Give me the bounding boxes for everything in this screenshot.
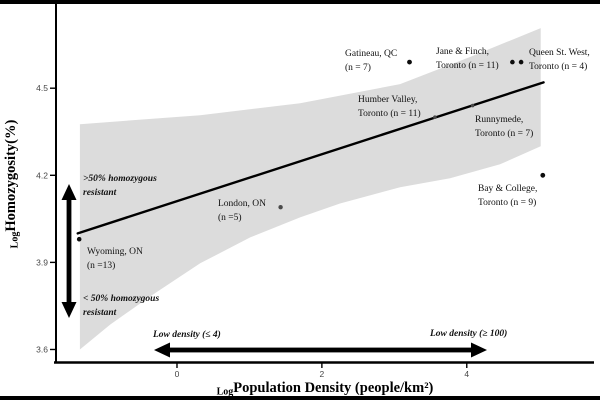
annotation-below-50-resistant: resistant xyxy=(83,308,117,318)
point-label: Bay & College, xyxy=(478,184,537,194)
point-label: Jane & Finch, xyxy=(436,47,489,57)
arrow-shaft xyxy=(168,347,474,353)
point-label: Toronto (n = 4) xyxy=(529,61,587,72)
point-labels-layer: Wyoming, ON (n =13) London, ON (n =5) Gatine… xyxy=(87,47,590,271)
data-point xyxy=(540,172,546,178)
point-label: Toronto (n = 11) xyxy=(358,108,421,119)
point-label: (n =5) xyxy=(218,212,242,223)
annotation-above-50-resistant: >50% homozygous xyxy=(83,174,157,184)
data-point xyxy=(518,59,524,65)
y-tick-label: 3.6 xyxy=(36,344,48,354)
data-point xyxy=(433,115,437,119)
point-label: London, ON xyxy=(218,199,266,209)
point-label: Runnymede, xyxy=(475,115,523,125)
point-label: Wyoming, ON xyxy=(87,247,143,257)
top-border-bar xyxy=(0,0,600,4)
y-axis-title: LogHomozygosity(%) xyxy=(3,120,21,249)
x-axis-title: LogPopulation Density (people/km²) xyxy=(217,380,434,398)
data-point xyxy=(278,205,283,210)
x-tick-label: 2 xyxy=(320,369,325,379)
point-label: Humber Valley, xyxy=(358,95,417,105)
data-points-layer xyxy=(76,59,546,242)
data-point xyxy=(470,103,475,108)
point-label: Toronto (n = 9) xyxy=(478,197,536,208)
point-label: Toronto (n = 7) xyxy=(475,128,533,139)
arrow-up-head xyxy=(61,184,77,200)
data-point xyxy=(510,59,515,65)
confidence-band xyxy=(79,28,541,350)
arrow-shaft xyxy=(66,198,72,304)
y-tick-label: 4.2 xyxy=(36,170,48,180)
horizontal-double-arrow xyxy=(154,342,487,358)
point-label: Gatineau, QC xyxy=(345,49,397,59)
arrow-down-head xyxy=(61,302,77,318)
x-tick-label: 0 xyxy=(175,369,180,379)
point-label: Queen St. West, xyxy=(529,48,590,58)
bottom-border-bar xyxy=(0,396,600,400)
regression-line xyxy=(76,81,545,235)
axis-title-main: Homozygosity(%) xyxy=(3,120,19,232)
annotations-layer: >50% homozygous resistant < 50% homozygous… xyxy=(83,174,507,340)
regression-line-layer xyxy=(76,81,545,235)
point-label: (n =13) xyxy=(87,260,115,271)
arrow-right-head xyxy=(471,342,487,358)
annotation-below-50-resistant: < 50% homozygous xyxy=(83,294,159,304)
y-tick-label: 3.9 xyxy=(36,257,48,267)
axis-title-prefix: Log xyxy=(10,232,21,249)
data-point xyxy=(407,59,412,65)
y-tick-label: 4.5 xyxy=(36,83,48,93)
point-label: Toronto (n = 11) xyxy=(436,60,499,71)
data-point xyxy=(76,236,82,242)
arrow-left-head xyxy=(154,342,170,358)
axis-title-main: Population Density (people/km²) xyxy=(233,380,433,396)
vertical-double-arrow xyxy=(61,184,77,318)
axes-layer: 3.6 3.9 4.2 4.5 0 2 4 xyxy=(36,4,594,379)
confidence-band-layer xyxy=(79,28,541,350)
point-label: (n = 7) xyxy=(345,62,371,73)
annotation-above-50-resistant: resistant xyxy=(83,188,117,198)
x-tick-label: 4 xyxy=(464,369,469,379)
axis-title-prefix: Log xyxy=(217,387,234,398)
annotation-low-density-left: Low density (≤ 4) xyxy=(152,329,221,340)
annotation-low-density-right: Low density (≥ 100) xyxy=(429,328,507,339)
